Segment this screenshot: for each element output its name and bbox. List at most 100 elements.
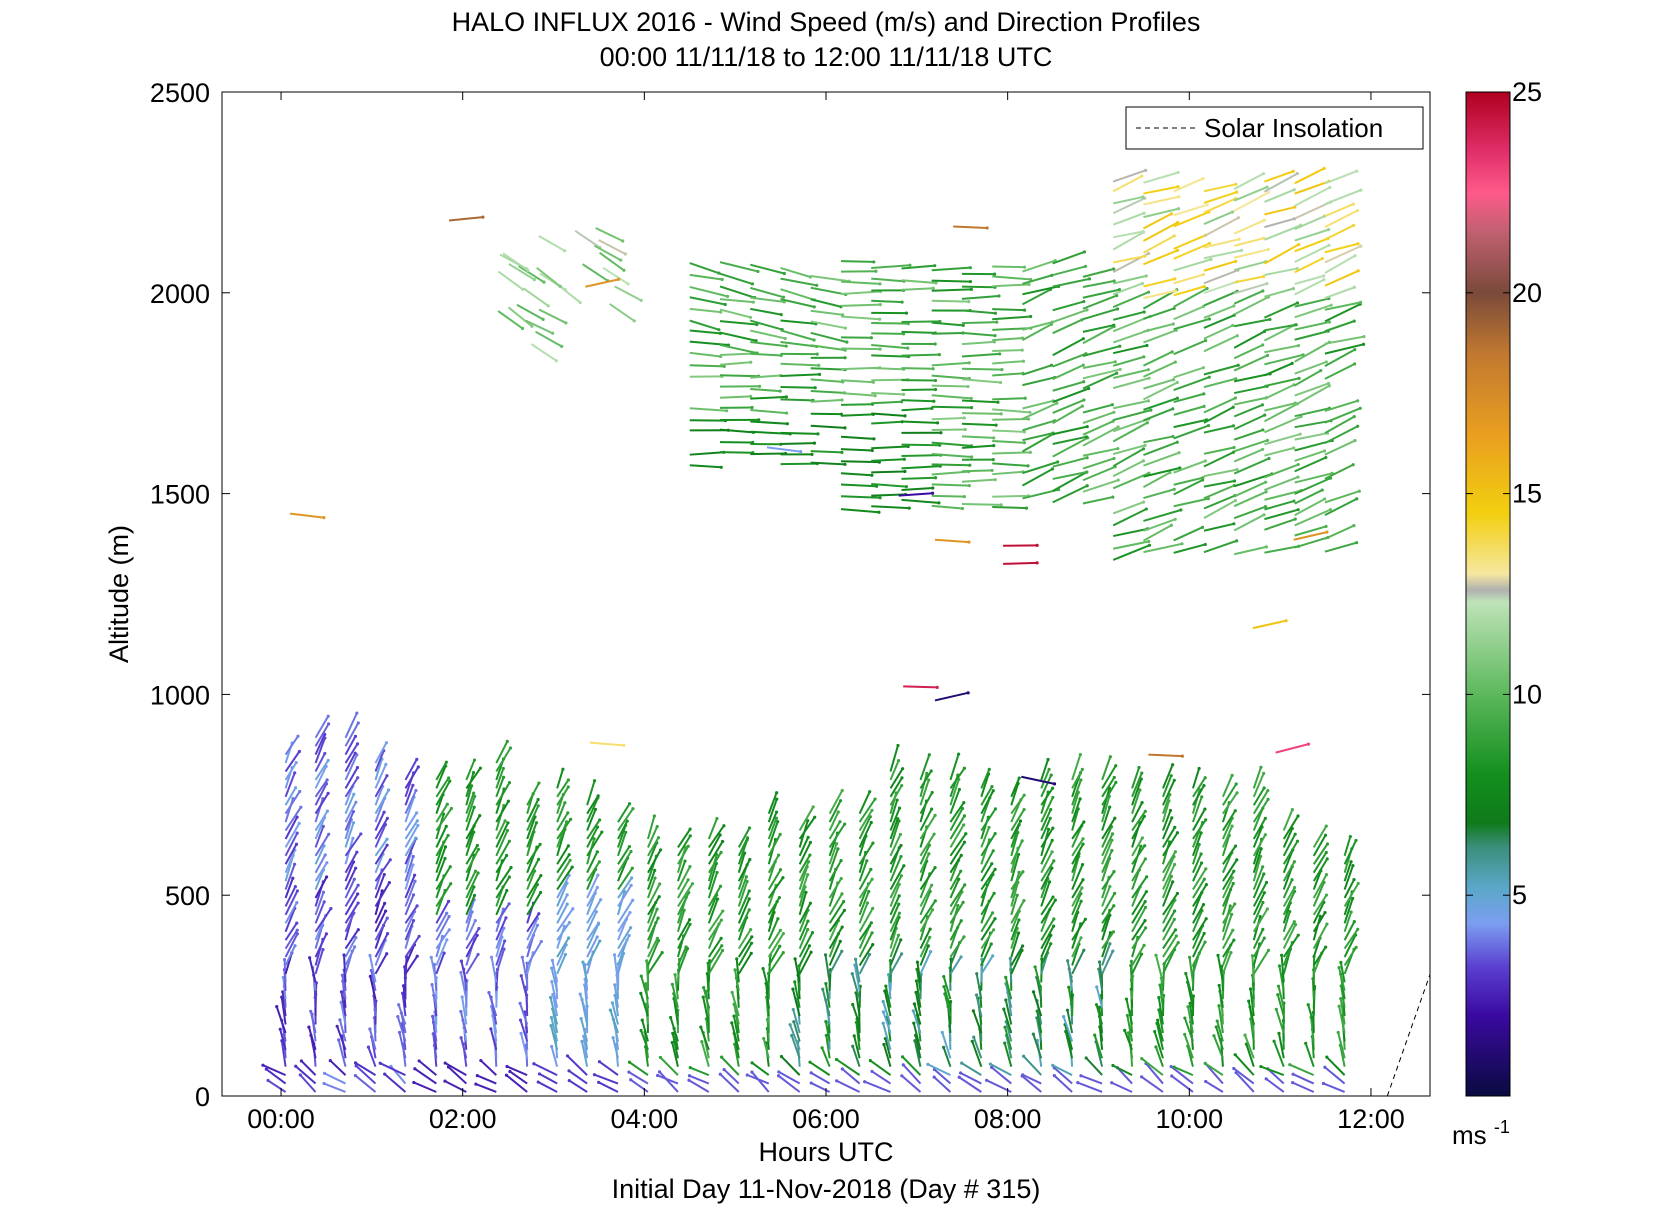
wind-barb [586,825,600,848]
wind-barb [1071,886,1084,907]
wind-barb [1173,476,1205,486]
wind-barb [1222,928,1235,950]
wind-barb [840,269,878,273]
wind-barb [1131,844,1147,865]
wind-barb [810,398,844,403]
wind-barb [780,362,821,368]
wind-barb [1010,819,1023,840]
wind-barb [737,826,752,848]
wind-barb [1337,1004,1346,1034]
wind-barb [1324,415,1356,435]
wind-barb [1003,1041,1013,1067]
wind-barb [495,828,510,857]
wind-barb [840,495,882,500]
wind-barb [1203,248,1244,260]
wind-barb [898,491,935,497]
wind-barb [1076,1081,1103,1093]
wind-barb [883,989,892,1017]
wind-barb [556,785,570,806]
wind-barb [919,753,931,781]
wind-barb [1082,371,1119,390]
wind-barb [689,319,721,332]
colorbar: 5 10 15 20 25 ms -1 [1452,77,1542,1150]
wind-barb [617,898,635,924]
wind-barb [639,974,649,1000]
wind-barb [1264,475,1300,491]
wind-barb [1052,470,1089,480]
wind-barb [1233,218,1266,235]
wind-barb [344,821,356,848]
wind-barb [1071,948,1086,975]
wind-barb [901,486,935,492]
wind-barb [851,1002,861,1025]
wind-barb [1252,797,1270,823]
wind-barb [1233,456,1271,475]
wind-barb [949,869,963,891]
wind-barb [677,834,692,857]
wind-barb [1082,495,1115,505]
wind-barb [810,356,847,360]
wind-barb [1282,923,1298,950]
wind-barb [871,332,906,336]
wind-barb [901,1063,922,1085]
wind-barb [397,1003,407,1025]
wind-barb [961,443,996,449]
wind-barb [949,853,963,874]
wind-barb [961,331,997,338]
wind-barb [404,811,419,832]
wind-barb [949,935,966,958]
wind-barb [627,1060,649,1076]
wind-barb [1252,833,1267,857]
wind-barb [602,266,630,286]
colorbar-unit: ms -1 [1452,1117,1510,1150]
wind-barb [677,859,687,882]
wind-barb [339,990,347,1017]
wind-barb [1247,999,1255,1025]
wind-barb [1101,930,1116,950]
wind-barb [344,721,360,747]
wind-barb [465,885,476,907]
wind-barb [1214,1025,1224,1051]
wind-barb [556,844,570,865]
wind-barb [840,435,876,441]
wind-barb [556,907,575,933]
wind-barb [284,842,299,865]
wind-barb [374,901,387,924]
wind-barb [1112,211,1146,226]
wind-barb [707,833,722,857]
wind-barb [1040,942,1053,966]
wind-barb [465,869,478,891]
wind-barb [1264,169,1295,183]
wind-barb [889,758,901,781]
wind-barb [556,865,574,891]
wind-barb [828,858,843,882]
wind-barb [1324,342,1366,355]
wind-barb [677,918,692,941]
wind-barb [1192,776,1207,798]
wind-barb [737,935,754,958]
wind-barb [404,893,416,916]
wind-barb [1131,905,1148,933]
wind-barb [1264,517,1297,531]
wind-barb [1112,408,1153,422]
wind-barb [974,993,983,1017]
wind-barb [1294,320,1331,331]
wind-barb [1282,832,1297,857]
wind-barb [858,797,877,823]
wind-barb [901,353,941,357]
wind-barb [1004,998,1013,1025]
wind-barb [1233,274,1266,284]
wind-barb [1154,953,1164,983]
wind-barb [919,927,932,950]
wind-barb [1052,363,1085,381]
wind-barb [508,263,537,282]
wind-barb [834,1057,861,1076]
wind-barb [911,1009,922,1034]
wind-barb [282,957,287,983]
wind-barb [1101,764,1118,789]
wind-barb [1112,459,1145,478]
wind-barb [1173,375,1211,392]
wind-barb [1192,861,1204,882]
wind-barb [1233,190,1271,212]
wind-barb [465,952,480,975]
